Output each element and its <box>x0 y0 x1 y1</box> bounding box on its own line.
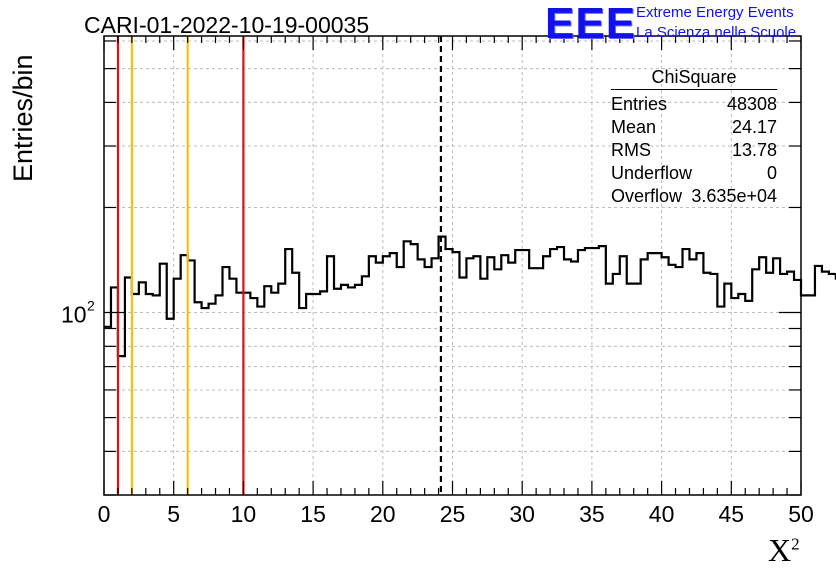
stats-label: Entries <box>611 94 668 114</box>
stats-value: 3.635e+04 <box>691 186 777 206</box>
stats-value: 13.78 <box>731 140 777 160</box>
y-axis-label: Entries/bin <box>8 54 38 182</box>
x-tick-label: 50 <box>788 501 814 527</box>
y-tick-label-base: 10 <box>61 302 87 328</box>
x-tick-label: 45 <box>719 501 745 527</box>
stats-label: Overflow <box>611 186 683 206</box>
x-tick-label: 0 <box>98 501 111 527</box>
x-tick-label: 5 <box>167 501 180 527</box>
histogram-bars <box>104 235 836 358</box>
x-tick-label: 35 <box>579 501 605 527</box>
axis-ticks <box>103 36 802 496</box>
stats-box-title: ChiSquare <box>611 67 777 90</box>
stats-row-rms: RMS 13.78 <box>611 139 777 162</box>
logo-line-2: La Scienza nelle Scuole <box>636 24 797 41</box>
stats-label: RMS <box>611 140 651 160</box>
stats-row-entries: Entries 48308 <box>611 93 777 116</box>
chart-title: CARI-01-2022-10-19-00035 <box>84 12 370 38</box>
logo-line-1: Extreme Energy Events <box>636 4 794 21</box>
x-tick-label: 40 <box>649 501 675 527</box>
stats-row-underflow: Underflow 0 <box>611 162 777 185</box>
stats-box: ChiSquare Entries 48308 Mean 24.17 RMS 1… <box>611 67 777 208</box>
reference-lines <box>116 36 443 495</box>
stats-label: Mean <box>611 117 657 137</box>
stats-row-mean: Mean 24.17 <box>611 116 777 139</box>
x-tick-label: 10 <box>231 501 257 527</box>
x-tick-label: 30 <box>509 501 535 527</box>
histogram-outline <box>104 235 836 358</box>
x-tick-label: 20 <box>370 501 396 527</box>
x-tick-label: 15 <box>300 501 326 527</box>
y-tick-label-exponent: 2 <box>87 298 95 314</box>
x-axis-label-exponent: 2 <box>791 534 800 554</box>
stats-row-overflow: Overflow 3.635e+04 <box>611 185 777 208</box>
stats-value: 24.17 <box>731 117 777 137</box>
x-tick-label: 25 <box>440 501 466 527</box>
stats-label: Underflow <box>611 163 693 183</box>
stats-value: 48308 <box>726 94 777 114</box>
x-axis-label-base: X <box>768 532 792 568</box>
x-axis-label: X2 <box>768 532 800 569</box>
logo-mark: EEE <box>545 0 637 48</box>
stats-value: 0 <box>766 163 777 183</box>
